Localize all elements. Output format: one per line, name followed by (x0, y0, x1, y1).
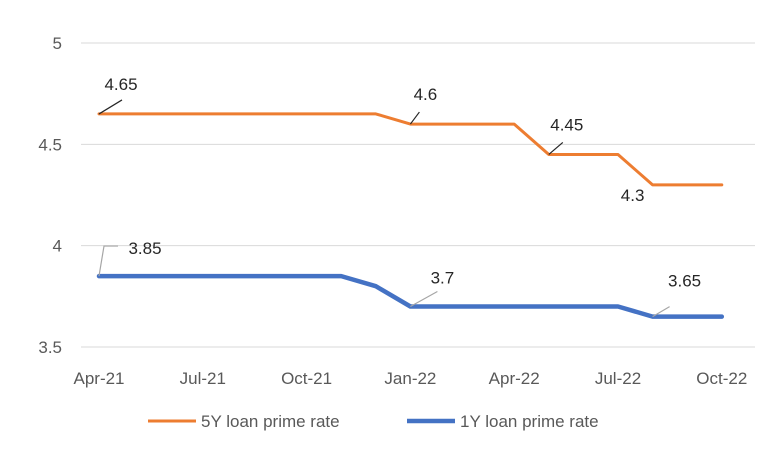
leader-line (409, 111, 420, 125)
x-tick-label: Jul-21 (180, 369, 226, 388)
y-axis-ticks: 5 4.5 4 3.5 (38, 34, 62, 357)
data-label: 4.45 (550, 115, 583, 134)
y-tick-label: 5 (53, 34, 62, 53)
legend: 5Y loan prime rate 1Y loan prime rate (148, 412, 599, 431)
x-tick-label: Jul-22 (595, 369, 641, 388)
leader-line (652, 306, 670, 318)
leader-line (98, 99, 123, 115)
data-label: 3.7 (431, 268, 455, 287)
leader-line (98, 245, 118, 277)
legend-label: 1Y loan prime rate (460, 412, 599, 431)
data-labels: 4.65 4.6 4.45 4.3 3.85 3.7 3.65 (98, 75, 701, 318)
series-line (96, 273, 725, 319)
leader-line (410, 290, 438, 307)
x-tick-label: Apr-21 (73, 369, 124, 388)
y-tick-label: 4 (53, 237, 62, 256)
y-tick-label: 3.5 (38, 338, 62, 357)
x-tick-label: Jan-22 (384, 369, 436, 388)
x-tick-label: Oct-22 (696, 369, 747, 388)
series-line (97, 112, 724, 187)
data-label: 3.85 (128, 239, 161, 258)
x-tick-label: Oct-21 (281, 369, 332, 388)
leader-line (548, 142, 564, 155)
gridlines (81, 42, 755, 348)
data-label: 3.65 (668, 272, 701, 291)
x-axis-ticks: Apr-21 Jul-21 Oct-21 Jan-22 Apr-22 Jul-22 Oct-… (73, 369, 747, 388)
data-label: 4.6 (414, 85, 438, 104)
series-lines (96, 112, 725, 319)
x-tick-label: Apr-22 (489, 369, 540, 388)
data-label: 4.3 (621, 186, 645, 205)
data-label: 4.65 (104, 75, 137, 94)
y-tick-label: 4.5 (38, 135, 62, 154)
legend-label: 5Y loan prime rate (201, 412, 340, 431)
